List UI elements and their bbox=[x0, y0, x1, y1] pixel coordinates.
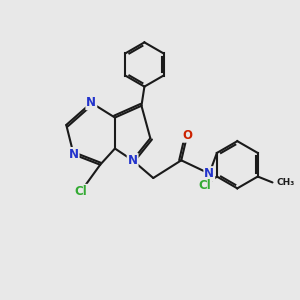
Text: O: O bbox=[182, 129, 192, 142]
Text: N: N bbox=[128, 154, 138, 167]
Text: H: H bbox=[199, 178, 207, 188]
Text: N: N bbox=[204, 167, 214, 180]
Text: Cl: Cl bbox=[199, 179, 212, 192]
Text: CH₃: CH₃ bbox=[277, 178, 295, 187]
Text: N: N bbox=[69, 148, 79, 161]
Text: N: N bbox=[86, 96, 96, 109]
Text: Cl: Cl bbox=[75, 185, 87, 198]
